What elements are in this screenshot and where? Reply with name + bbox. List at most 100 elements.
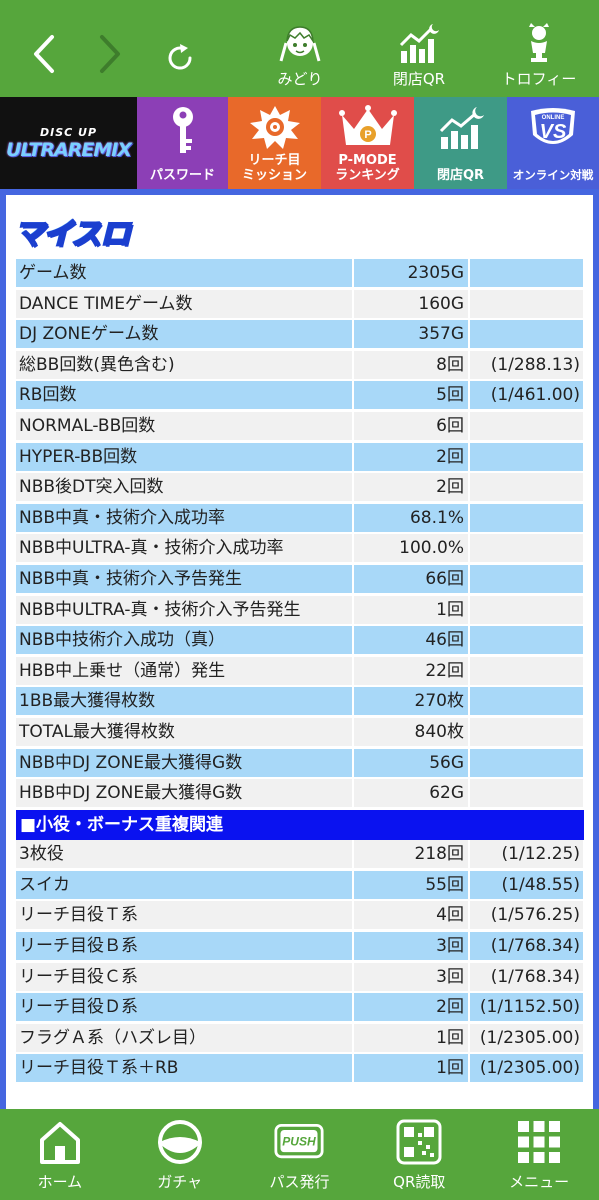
bottom-nav-pass-issue[interactable]: PUSH パス発行 [240,1109,360,1200]
stats-row-label: TOTAL最大獲得枚数 [16,717,352,746]
bottom-nav-home[interactable]: ホーム [0,1109,120,1200]
bottom-nav-gacha[interactable]: ガチャ [120,1109,240,1200]
stats-row: HYPER-BB回数 2回 [16,442,584,474]
menu-online-battle[interactable]: ONLINE VS オンライン対戦 [507,97,599,189]
stats-row-value: 8回 [354,350,468,379]
nav-closing-qr[interactable]: 閉店QR [374,20,464,92]
stats-row: HBB中上乗せ（通常）発生 22回 [16,656,584,688]
stats-row: NBB中ULTRA-真・技術介入予告発生 1回 [16,595,584,627]
stats-row-value: 46回 [354,626,468,655]
stats-row-label: NBB後DT突入回数 [16,473,352,502]
stats-row-rate [470,779,583,808]
stats-row-rate: (1/768.34) [470,962,583,991]
stats-row: 1BB最大獲得枚数 270枚 [16,687,584,718]
vs-badge: VS [540,121,567,143]
stats-row-value: 1回 [354,1054,468,1083]
closing-qr-chart-icon [439,107,484,149]
bottom-nav-gacha-label: ガチャ [157,1173,203,1191]
home-icon [35,1117,85,1167]
stats-row: NBB中真・技術介入予告発生 66回 [16,564,584,596]
stats-row: HBB中DJ ZONE最大獲得G数 62G [16,779,584,810]
menu-pmode-ranking[interactable]: P P-MODE ランキング [321,97,414,189]
stats-row-label: ゲーム数 [16,259,352,287]
stats-row-value: 218回 [354,840,468,869]
gacha-icon [155,1117,205,1167]
qr-scan-icon [394,1117,444,1167]
stats-row-label: HYPER-BB回数 [16,442,352,471]
stats-row: リーチ目役Ｔ系＋RB 1回 (1/2305.00) [16,1054,584,1085]
myslo-logo: マイスロ [13,209,160,253]
stats-row-label: スイカ [16,870,352,899]
stats-row-value: 66回 [354,564,468,593]
online-badge-top: ONLINE [542,115,565,121]
nav-closing-qr-label: 閉店QR [392,70,446,88]
menu-grid-icon [514,1117,564,1167]
stats-row-value: 840枚 [354,717,468,746]
bottom-nav-menu[interactable]: メニュー [479,1109,599,1200]
stats-row-value: 2回 [354,442,468,471]
key-icon [172,107,193,153]
stats-row-value: 3回 [354,962,468,991]
game-logo[interactable]: DISC UP ULTRAREMIX [0,97,137,189]
stats-row-value: 100.0% [354,534,468,563]
stats-row: フラグＡ系（ハズレ目） 1回 (1/2305.00) [16,1023,584,1055]
stats-row-label: NBB中技術介入成功（真） [16,626,352,655]
bottom-nav-qr-scan[interactable]: QR読取 [359,1109,479,1200]
stats-row-rate [470,534,583,563]
stats-row-rate: (1/461.00) [470,381,583,410]
menu-password[interactable]: パスワード [137,97,228,189]
stats-row-rate [470,503,583,532]
stats-row-rate [470,564,583,593]
stats-row: NORMAL-BB回数 6回 [16,411,584,443]
section-header: ■小役・ボーナス重複関連 [16,809,584,840]
stats-row-label: NBB中ULTRA-真・技術介入予告発生 [16,595,352,624]
menu-strip: DISC UP ULTRAREMIX パスワード リーチ目 ミッション P P-… [0,97,599,189]
stats-row-value: 1回 [354,595,468,624]
stats-row-rate [470,656,583,685]
bottom-nav-pass-issue-label: パス発行 [269,1173,330,1191]
stats-row-label: リーチ目役Ｄ系 [16,993,352,1022]
nav-midori[interactable]: みどり [255,20,345,92]
myslo-title: マイスロ [13,216,131,253]
stats-row-value: 1回 [354,1023,468,1052]
stats-row: 総BB回数(異色含む) 8回 (1/288.13) [16,350,584,382]
midori-character-icon [277,20,323,66]
back-button[interactable] [24,24,64,84]
stats-row: リーチ目役Ｃ系 3回 (1/768.34) [16,962,584,994]
bottom-nav-qr-scan-label: QR読取 [393,1173,446,1191]
stats-row: リーチ目役Ｔ系 4回 (1/576.25) [16,901,584,932]
reload-button[interactable] [158,36,202,80]
stats-row-rate: (1/2305.00) [470,1023,583,1052]
stats-row-label: リーチ目役Ｔ系 [16,901,352,930]
stats-row-label: RB回数 [16,381,352,410]
nav-trophy-label: トロフィー [501,70,577,88]
stats-panel-inner[interactable]: マイスロ ゲーム数 2305G DANCE TIMEゲーム数 160G DJ ZONEゲ… [6,195,593,1109]
mission-burst-icon [249,106,300,149]
stats-row-label: NBB中真・技術介入成功率 [16,503,352,532]
stats-row-label: 総BB回数(異色含む) [16,350,352,379]
bottom-nav-bar: ホーム ガチャ PUSH パス発行 [0,1109,599,1200]
menu-reach-mission[interactable]: リーチ目 ミッション [228,97,321,189]
stats-row-rate [470,411,583,440]
stats-row-label: HBB中上乗せ（通常）発生 [16,656,352,685]
stats-row: リーチ目役Ｂ系 3回 (1/768.34) [16,932,584,963]
menu-online-battle-label: オンライン対戦 [512,168,594,182]
stats-row-label: フラグＡ系（ハズレ目） [16,1023,352,1052]
stats-row-label: DJ ZONEゲーム数 [16,320,352,349]
stats-row: スイカ 55回 (1/48.55) [16,870,584,902]
stats-row-label: リーチ目役Ｂ系 [16,932,352,961]
stats-row-value: 2305G [354,259,468,287]
stats-table: ゲーム数 2305G DANCE TIMEゲーム数 160G DJ ZONEゲーム数 35… [16,259,584,1085]
push-badge: PUSH [283,1135,317,1149]
stats-row-rate [470,717,583,746]
nav-trophy[interactable]: トロフィー [494,20,584,92]
reload-icon [168,44,192,70]
menu-password-label: パスワード [149,168,215,183]
stats-row-value: 68.1% [354,503,468,532]
stats-row: ゲーム数 2305G [16,259,584,290]
stats-row-rate [470,289,583,318]
stats-row-rate: (1/576.25) [470,901,583,930]
menu-closing-qr[interactable]: 閉店QR [414,97,507,189]
stats-row-value: 357G [354,320,468,349]
forward-button[interactable] [90,24,130,84]
